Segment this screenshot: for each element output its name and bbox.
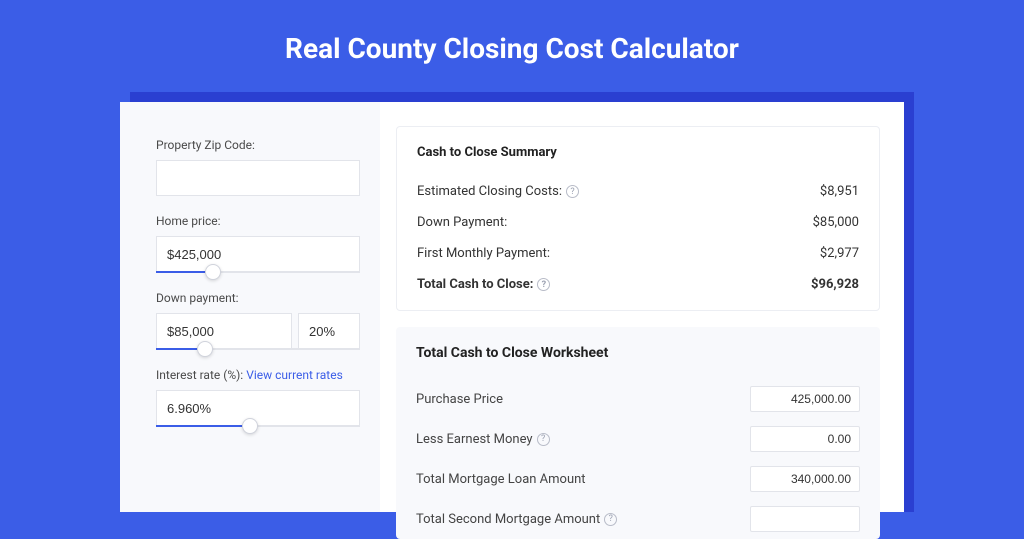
interest-label-text: Interest rate (%): <box>156 368 246 382</box>
down-payment-slider[interactable] <box>156 348 360 350</box>
summary-value: $2,977 <box>820 246 859 261</box>
summary-value: $85,000 <box>813 215 859 230</box>
interest-label: Interest rate (%): View current rates <box>156 368 360 382</box>
worksheet-label: Purchase Price <box>416 392 503 407</box>
home-price-slider-fill <box>156 271 205 273</box>
summary-box: Cash to Close Summary Estimated Closing … <box>396 126 880 311</box>
zip-input[interactable] <box>156 160 360 196</box>
worksheet-row-mortgage: Total Mortgage Loan Amount <box>416 459 860 499</box>
worksheet-input[interactable] <box>750 506 860 532</box>
home-price-slider[interactable] <box>156 271 360 273</box>
calculator-card: Property Zip Code: Home price: Down paym… <box>120 102 904 512</box>
help-icon[interactable]: ? <box>604 513 617 526</box>
summary-row-total: Total Cash to Close: ? $96,928 <box>417 269 859 300</box>
worksheet-input[interactable] <box>750 466 860 492</box>
summary-label: Down Payment: <box>417 215 507 230</box>
home-price-field: Home price: <box>156 214 360 273</box>
home-price-label: Home price: <box>156 214 360 228</box>
interest-field: Interest rate (%): View current rates <box>156 368 360 427</box>
worksheet-label: Less Earnest Money <box>416 432 533 447</box>
worksheet-label: Total Mortgage Loan Amount <box>416 472 586 487</box>
home-price-input[interactable] <box>156 236 360 272</box>
summary-label: First Monthly Payment: <box>417 246 550 261</box>
down-payment-input[interactable] <box>156 313 292 349</box>
inputs-panel: Property Zip Code: Home price: Down paym… <box>120 102 380 512</box>
worksheet-row-second-mortgage: Total Second Mortgage Amount ? <box>416 499 860 539</box>
help-icon[interactable]: ? <box>537 278 550 291</box>
worksheet-box: Total Cash to Close Worksheet Purchase P… <box>396 327 880 539</box>
worksheet-input[interactable] <box>750 386 860 412</box>
interest-slider-thumb[interactable] <box>242 418 258 434</box>
summary-value: $96,928 <box>811 277 859 292</box>
worksheet-title: Total Cash to Close Worksheet <box>416 345 860 361</box>
help-icon[interactable]: ? <box>537 433 550 446</box>
view-rates-link[interactable]: View current rates <box>246 368 343 382</box>
down-payment-label: Down payment: <box>156 291 360 305</box>
interest-slider[interactable] <box>156 425 360 427</box>
down-payment-pct-input[interactable] <box>298 313 360 349</box>
zip-field: Property Zip Code: <box>156 138 360 196</box>
down-payment-slider-fill <box>156 348 197 350</box>
down-payment-slider-thumb[interactable] <box>197 341 213 357</box>
summary-label: Estimated Closing Costs: <box>417 184 562 199</box>
summary-value: $8,951 <box>820 184 859 199</box>
summary-title: Cash to Close Summary <box>417 145 859 160</box>
summary-label: Total Cash to Close: <box>417 277 533 292</box>
results-panel: Cash to Close Summary Estimated Closing … <box>380 102 904 512</box>
interest-slider-fill <box>156 425 242 427</box>
worksheet-input[interactable] <box>750 426 860 452</box>
help-icon[interactable]: ? <box>566 185 579 198</box>
summary-row-down-payment: Down Payment: $85,000 <box>417 207 859 238</box>
worksheet-row-purchase-price: Purchase Price <box>416 379 860 419</box>
summary-row-closing-costs: Estimated Closing Costs: ? $8,951 <box>417 176 859 207</box>
down-payment-field: Down payment: <box>156 291 360 350</box>
worksheet-label: Total Second Mortgage Amount <box>416 512 600 527</box>
page-title: Real County Closing Cost Calculator <box>0 0 1024 89</box>
summary-row-first-payment: First Monthly Payment: $2,977 <box>417 238 859 269</box>
home-price-slider-thumb[interactable] <box>205 264 221 280</box>
zip-label: Property Zip Code: <box>156 138 360 152</box>
worksheet-row-earnest: Less Earnest Money ? <box>416 419 860 459</box>
interest-input[interactable] <box>156 390 360 426</box>
